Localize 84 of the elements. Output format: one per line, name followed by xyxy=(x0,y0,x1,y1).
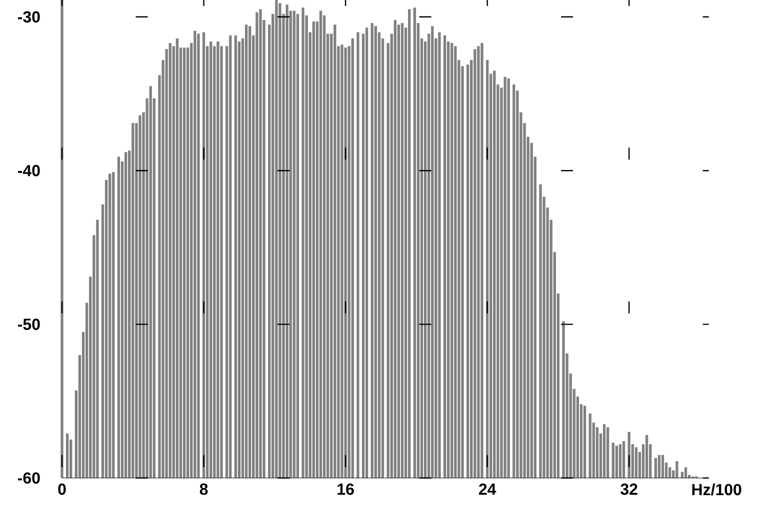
bar xyxy=(117,156,120,478)
x-axis-title: Hz/100 xyxy=(692,484,742,496)
bar xyxy=(431,26,434,478)
bar xyxy=(234,35,237,478)
bar xyxy=(292,10,296,478)
bar xyxy=(480,43,484,478)
bar xyxy=(628,432,630,478)
x-tick-label: 16 xyxy=(338,484,354,495)
bar xyxy=(108,174,112,478)
bar xyxy=(344,48,347,478)
bar xyxy=(658,454,661,478)
bar xyxy=(374,26,377,478)
bar xyxy=(618,444,622,478)
x-tick-label: 0 xyxy=(58,484,66,495)
bar xyxy=(645,434,648,478)
bar xyxy=(450,43,454,478)
bar xyxy=(351,38,354,478)
x-tick-label: 8 xyxy=(200,484,208,495)
bar xyxy=(256,12,258,478)
bar xyxy=(474,49,476,478)
bar xyxy=(408,9,411,478)
bar xyxy=(654,458,657,478)
bar xyxy=(676,461,678,478)
bar xyxy=(334,24,336,478)
bar xyxy=(302,8,304,478)
bar xyxy=(194,30,196,478)
bar xyxy=(612,442,614,478)
bar xyxy=(319,10,322,478)
bar xyxy=(322,15,326,478)
bar xyxy=(356,32,360,478)
bar xyxy=(539,184,542,478)
bar xyxy=(149,86,152,478)
bar xyxy=(606,427,610,478)
bar xyxy=(443,35,446,478)
bar xyxy=(507,78,510,478)
bar xyxy=(176,38,179,478)
bar xyxy=(60,0,64,478)
y-tick-label: -40 xyxy=(18,164,40,176)
bar xyxy=(413,8,416,478)
x-tick-label: 32 xyxy=(620,484,638,495)
bar xyxy=(684,467,688,478)
bar xyxy=(210,41,212,478)
bar xyxy=(66,433,69,478)
bar xyxy=(615,446,618,478)
bar xyxy=(132,122,134,478)
bar xyxy=(370,23,374,478)
bar xyxy=(365,28,368,478)
bar xyxy=(661,454,664,478)
bar xyxy=(562,321,565,478)
bar xyxy=(400,23,404,478)
bar xyxy=(477,46,480,478)
bar xyxy=(229,35,232,478)
bar xyxy=(197,34,200,478)
bar xyxy=(112,172,115,478)
bar xyxy=(124,152,128,478)
bar xyxy=(512,84,516,478)
bar xyxy=(286,4,288,478)
bar xyxy=(588,413,592,478)
bar xyxy=(96,220,99,478)
bar xyxy=(622,441,626,478)
bar xyxy=(454,46,457,478)
bar xyxy=(438,32,441,478)
bar xyxy=(278,3,282,478)
bar xyxy=(182,48,186,478)
y-tick-label: -30 xyxy=(18,11,40,23)
y-tick-label: -50 xyxy=(18,318,40,330)
bar xyxy=(312,22,315,478)
y-tick-label: -60 xyxy=(18,472,40,484)
bar xyxy=(493,70,496,478)
bar xyxy=(296,14,300,478)
bar xyxy=(138,115,142,478)
bar xyxy=(259,9,262,478)
bar xyxy=(634,447,638,478)
bar xyxy=(340,44,344,478)
bar xyxy=(275,0,278,478)
bar xyxy=(248,26,252,478)
bar xyxy=(244,24,248,478)
x-tick-label: 24 xyxy=(478,484,496,495)
bar xyxy=(583,406,586,478)
bar xyxy=(168,43,172,478)
bar xyxy=(602,424,606,478)
bar xyxy=(394,20,396,478)
bar xyxy=(504,76,506,478)
bar xyxy=(216,41,220,478)
